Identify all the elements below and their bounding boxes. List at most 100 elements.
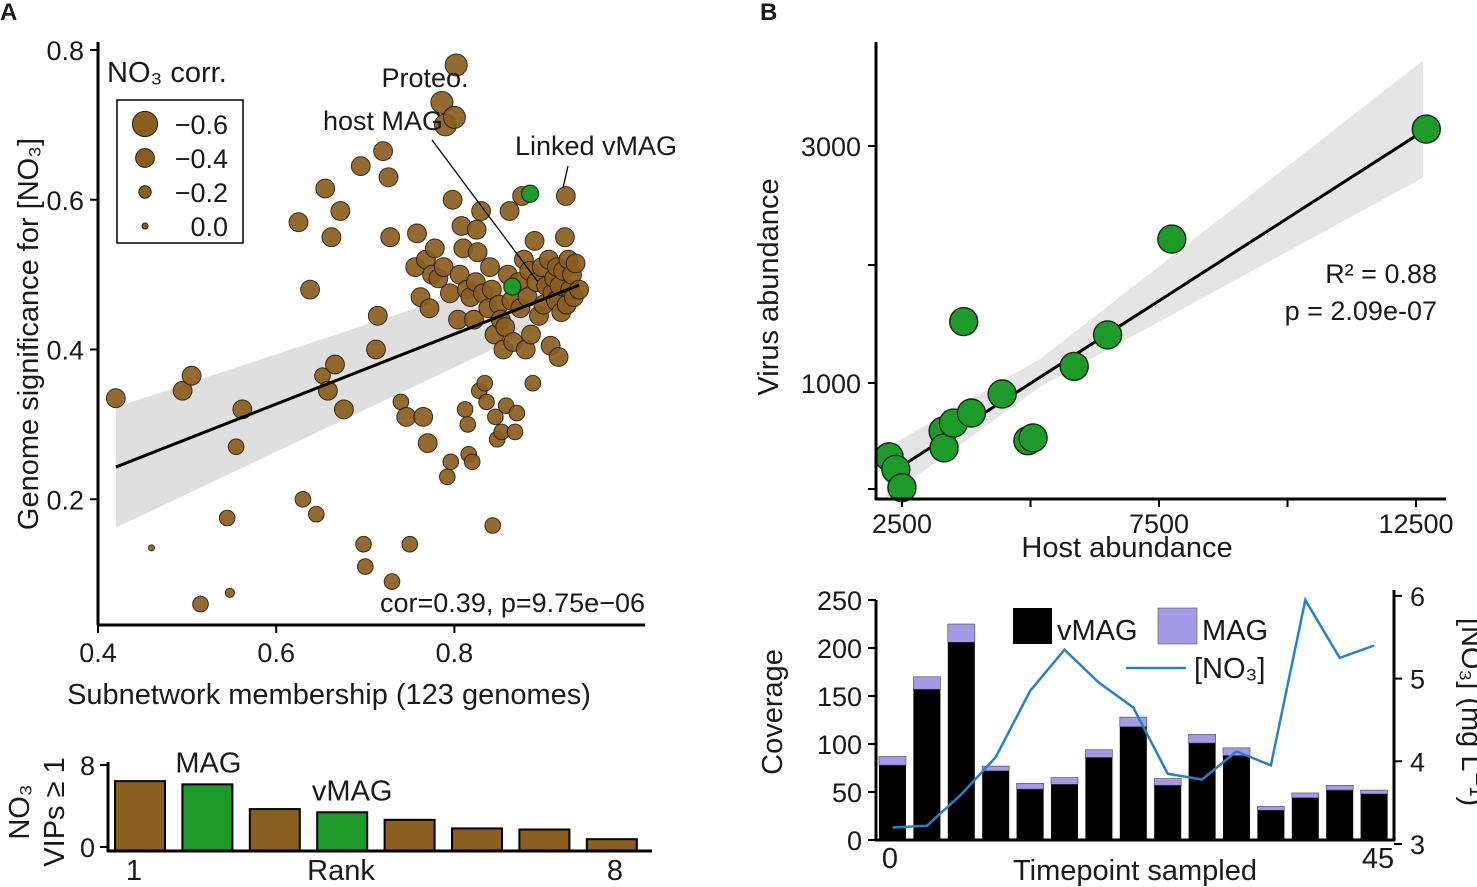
- coverage-y-label: Coverage: [757, 649, 789, 775]
- size-legend: NO₃ corr. −0.6 −0.4 −0.2 0.0: [107, 57, 244, 244]
- p-value-stat: p = 2.09e-07: [1285, 296, 1437, 326]
- coverage-bar-mag: [1291, 792, 1320, 799]
- coverage-legend: vMAG MAG [NO₃]: [1013, 607, 1268, 685]
- rank-bar-label: vMAG: [312, 775, 393, 807]
- scatter-a-point: [380, 227, 401, 248]
- legend-size-marker: [135, 148, 155, 168]
- coverage-y-tick-label: 0: [847, 826, 862, 856]
- correlation-stat: cor=0.39, p=9.75e−06: [380, 588, 645, 618]
- scatter-a-point: [367, 305, 388, 326]
- scatter-a-point: [440, 283, 460, 304]
- scatter-a-point: [487, 408, 504, 426]
- legend-size-marker: [138, 185, 152, 199]
- legend-size-marker: [141, 222, 149, 230]
- linked-vmag-label: Linked vMAG: [515, 131, 677, 161]
- scatter-a-point: [325, 354, 345, 375]
- scatter-a-point: [439, 468, 456, 486]
- nitrate-y-tick-label: 5: [1410, 665, 1425, 695]
- scatter-a-point: [417, 433, 438, 454]
- coverage-bar-mag: [947, 623, 976, 643]
- scatter-a-y-label: Genome significance for [NO₃]: [13, 138, 45, 530]
- scatter-b-point: [1092, 320, 1123, 350]
- scatter-a-point: [396, 407, 417, 427]
- legend-mag-swatch: [1157, 607, 1198, 645]
- coverage-xtick-45: 45: [1362, 843, 1394, 875]
- coverage-xtick-0: 0: [882, 843, 898, 875]
- coverage-bar-vmag: [1360, 793, 1388, 840]
- nitrate-y-tick-label: 6: [1410, 582, 1425, 612]
- scatter-a-point: [330, 201, 351, 221]
- scatter-a-point: [315, 178, 336, 199]
- scatter-a-point: [383, 573, 401, 590]
- scatter-a-point: [442, 453, 460, 471]
- proteo-label: Proteo.: [381, 63, 468, 93]
- scatter-a-point: [548, 347, 569, 367]
- rank-bar: [114, 780, 166, 852]
- scatter-a-point: [419, 298, 440, 319]
- coverage-bar-vmag: [1223, 755, 1250, 840]
- coverage-bar-mag: [1016, 783, 1044, 790]
- scatter-b-plot: 2500 7500 12500 3000 1000 Host abundance V…: [753, 42, 1454, 564]
- rank-bars-y-label-2: VIPs ≥ 1: [39, 757, 71, 866]
- scatter-a-point: [300, 279, 321, 300]
- coverage-bar-vmag: [1051, 784, 1078, 840]
- scatter-a-point: [172, 380, 193, 401]
- scatter-a-point: [350, 156, 371, 177]
- legend-title: NO₃ corr.: [107, 57, 227, 89]
- rank-bars-ytick-0: 0: [80, 833, 95, 863]
- rank-bar: [248, 808, 301, 853]
- scatter-a-point: [442, 189, 463, 210]
- scatter-a-point: [480, 257, 500, 278]
- coverage-bar-mag: [1085, 749, 1113, 758]
- scatter-b-ytick-3000: 3000: [801, 132, 861, 162]
- scatter-a-point: [565, 253, 586, 274]
- proteo-pointer-line: [431, 139, 539, 283]
- rank-bars-xtick-8: 8: [607, 855, 623, 887]
- coverage-bar-vmag: [913, 689, 941, 840]
- scatter-a-highlight-point: [503, 277, 522, 296]
- scatter-a-point: [467, 242, 488, 263]
- host-mag-label: host MAG: [323, 106, 443, 136]
- coverage-bar-vmag: [1326, 790, 1354, 840]
- scatter-a-point: [466, 219, 487, 240]
- r-squared-stat: R² = 0.88: [1325, 259, 1437, 289]
- scatter-a-point: [499, 201, 520, 221]
- coverage-bar-vmag: [982, 770, 1010, 840]
- legend-size-label: −0.6: [175, 110, 228, 140]
- scatter-a-point: [181, 365, 202, 386]
- legend-size-marker: [131, 110, 159, 138]
- nitrate-y-tick-label: 4: [1410, 747, 1425, 777]
- scatter-a-point: [471, 201, 492, 221]
- scatter-a-point: [459, 416, 477, 433]
- scatter-a-fit-line: [115, 283, 580, 469]
- scatter-a-point: [218, 509, 236, 527]
- scatter-a-point: [506, 423, 524, 441]
- scatter-a-point: [433, 257, 454, 278]
- scatter-a-point: [294, 491, 312, 508]
- scatter-a-y-tick-label: 0.2: [46, 485, 84, 515]
- legend-nitrate-label: [NO₃]: [1194, 653, 1265, 685]
- scatter-a-point: [401, 535, 419, 553]
- coverage-bar-mag: [1325, 784, 1354, 791]
- legend-vmag-label: vMAG: [1057, 615, 1138, 647]
- scatter-a-point: [413, 407, 434, 427]
- panel-label-b: B: [760, 0, 777, 26]
- coverage-bar-mag: [1188, 734, 1216, 744]
- scatter-a-x-tick-label: 0.6: [257, 638, 295, 668]
- legend-size-label: −0.2: [175, 178, 228, 208]
- scatter-a-point: [407, 223, 427, 244]
- rank-bar-label: MAG: [175, 747, 241, 779]
- scatter-b-point: [1157, 224, 1187, 254]
- scatter-a-point: [463, 453, 481, 471]
- coverage-bar-vmag: [1119, 726, 1147, 840]
- rank-bar: [451, 827, 503, 852]
- rank-bar: [585, 838, 638, 852]
- scatter-b-point: [956, 398, 987, 428]
- coverage-y-tick-label: 100: [817, 730, 862, 760]
- scatter-b-x-tick-label: 7500: [1129, 509, 1189, 539]
- coverage-bar-mag: [1360, 789, 1388, 795]
- scatter-a-point: [555, 186, 576, 206]
- coverage-bar-vmag: [1085, 757, 1113, 840]
- scatter-a-point: [444, 53, 468, 77]
